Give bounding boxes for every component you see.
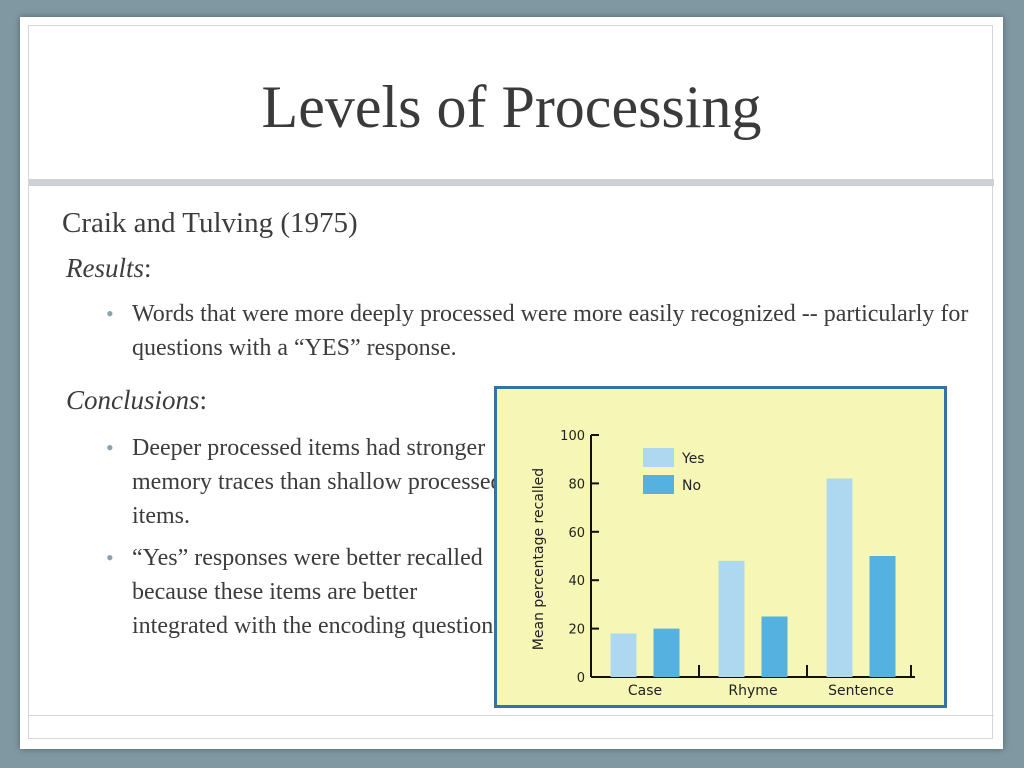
conclusions-heading-label: Conclusions (66, 385, 200, 415)
y-tick-label: 0 (577, 671, 585, 686)
results-colon: : (144, 253, 152, 283)
study-citation: Craik and Tulving (1975) (62, 207, 358, 239)
chart-bars (610, 478, 896, 677)
bar-yes-sentence (826, 478, 853, 677)
x-category-label: Rhyme (728, 683, 777, 699)
x-category-label: Case (628, 683, 662, 699)
results-bullet: Words that were more deeply processed we… (106, 297, 992, 365)
legend-swatch-yes (643, 448, 674, 467)
conclusions-bullet-2: “Yes” responses were better recalled bec… (106, 541, 512, 643)
y-tick-label: 20 (568, 623, 585, 638)
bar-yes-rhyme (718, 560, 745, 677)
slide-title: Levels of Processing (261, 74, 762, 140)
legend-swatch-no (643, 475, 674, 494)
y-axis-title: Mean percentage recalled (531, 468, 547, 650)
y-tick-label: 80 (568, 477, 585, 492)
results-heading: Results: (66, 253, 152, 284)
slide-frame (28, 25, 993, 739)
y-tick-label: 100 (560, 429, 585, 444)
legend-label-yes: Yes (681, 451, 705, 467)
results-heading-label: Results (66, 253, 144, 283)
x-category-label: Sentence (828, 683, 894, 699)
bar-no-case (653, 628, 680, 677)
bar-no-sentence (869, 556, 896, 677)
conclusions-colon: : (199, 385, 208, 415)
conclusions-heading: Conclusions: (66, 385, 207, 416)
recall-chart-svg: Mean percentage recalled 0 20 40 60 80 100 Cas… (531, 429, 915, 699)
title-divider (29, 179, 994, 186)
chart-legend: Yes No (643, 448, 705, 494)
footer-divider (29, 715, 994, 716)
conclusions-bullet-1: Deeper processed items had stronger memo… (106, 431, 512, 533)
bar-no-rhyme (761, 616, 788, 677)
chart-axes: 0 20 40 60 80 100 Case Rhyme Sentence (560, 429, 915, 699)
bar-yes-case (610, 633, 637, 677)
y-tick-label: 40 (568, 574, 585, 589)
legend-label-no: No (682, 478, 701, 494)
recall-chart: Mean percentage recalled 0 20 40 60 80 100 Cas… (494, 386, 947, 708)
y-tick-label: 60 (568, 526, 585, 541)
slide: Levels of Processing Craik and Tulving (… (20, 17, 1003, 749)
